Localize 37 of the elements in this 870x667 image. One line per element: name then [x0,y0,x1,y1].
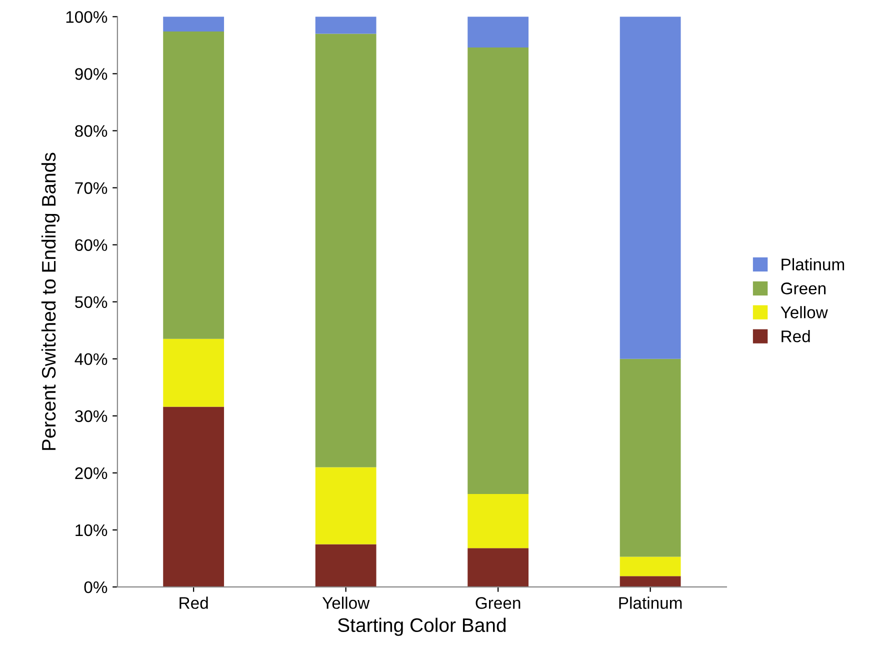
bar [163,32,224,339]
bar [468,47,529,494]
bar [163,338,224,407]
y-axis-title: Percent Switched to Ending Bands [41,152,60,450]
bar [315,467,376,544]
y-tick-label: 0% [84,581,108,594]
bar [468,548,529,587]
bar [315,16,376,34]
bar [468,494,529,548]
bar [163,16,224,32]
y-tick-label: 60% [75,239,108,251]
y-tick-label: 80% [75,125,108,137]
y-tick-label: 40% [74,353,108,366]
x-tick-label: Green [476,597,520,609]
bar [620,358,681,557]
bar [315,34,376,468]
bar [620,576,681,587]
x-axis-title: Starting Color Band [338,618,506,636]
y-tick-label: 10% [76,524,108,536]
y-tick-label: 70% [75,182,108,194]
legend-label: Green [781,282,826,294]
bar [620,556,681,576]
y-tick-label: 20% [75,467,108,480]
y-tick-label: 100% [66,11,108,23]
bar [468,16,529,48]
x-tick-label: Platinum [619,596,682,609]
bar [620,16,681,359]
legend-label: Yellow [780,306,828,318]
x-tick-label: Yellow [322,596,370,609]
bar [315,544,376,587]
legend-label: Red [782,330,810,342]
y-tick-label: 30% [75,410,108,422]
y-tick-label: 50% [75,296,108,308]
y-tick-label: 90% [75,68,108,80]
x-tick-label: Red [180,596,208,609]
bar [163,406,224,587]
legend-label: Platinum [782,258,844,270]
